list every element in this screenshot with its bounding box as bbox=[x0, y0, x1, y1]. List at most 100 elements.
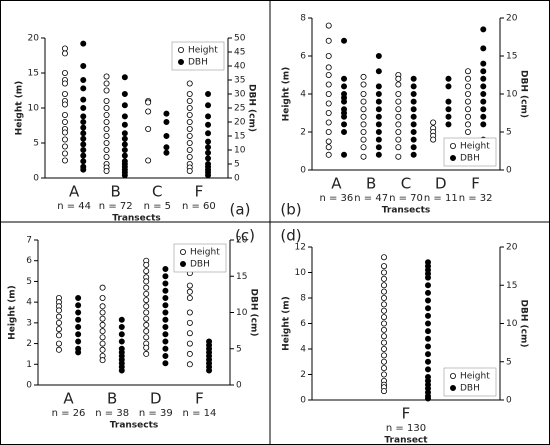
point bbox=[325, 138, 332, 145]
point bbox=[395, 136, 402, 143]
y-axis-title: Height (m) bbox=[282, 67, 292, 122]
point bbox=[464, 128, 471, 135]
point bbox=[143, 328, 150, 335]
category-label: A bbox=[63, 390, 74, 408]
category-label: A bbox=[331, 175, 342, 193]
point bbox=[325, 37, 332, 44]
y-tick-label: 5 bbox=[33, 139, 39, 149]
point bbox=[375, 113, 382, 120]
point bbox=[103, 73, 110, 80]
point bbox=[99, 315, 106, 322]
category-label: C bbox=[401, 175, 411, 193]
point bbox=[61, 119, 68, 126]
point bbox=[464, 113, 471, 120]
point bbox=[103, 139, 110, 146]
point bbox=[480, 113, 487, 120]
y2-tick-label: 5 bbox=[506, 128, 512, 138]
point bbox=[424, 305, 431, 312]
point bbox=[325, 22, 332, 29]
category-label: F bbox=[471, 175, 480, 193]
legend-symbol bbox=[449, 142, 456, 149]
point bbox=[375, 106, 382, 113]
point bbox=[360, 81, 367, 88]
y2-tick-label: 5 bbox=[234, 160, 240, 170]
point bbox=[163, 132, 170, 139]
point bbox=[380, 254, 387, 261]
point bbox=[99, 334, 106, 341]
x-axis-title: Transects bbox=[382, 206, 431, 216]
point bbox=[145, 157, 152, 164]
point bbox=[80, 146, 87, 153]
point bbox=[445, 121, 452, 128]
y2-tick-label: 0 bbox=[234, 174, 240, 184]
y-tick-label: 2 bbox=[26, 339, 32, 349]
point bbox=[424, 282, 431, 289]
category-label: A bbox=[69, 183, 80, 201]
y-tick-label: 0 bbox=[300, 166, 306, 176]
sample-label: n = 72 bbox=[99, 201, 133, 212]
point bbox=[205, 102, 212, 109]
point bbox=[430, 136, 437, 143]
point bbox=[186, 112, 193, 119]
sample-label: n = 60 bbox=[182, 201, 216, 212]
point bbox=[325, 72, 332, 79]
point bbox=[424, 328, 431, 335]
point bbox=[121, 141, 128, 148]
y2-tick-label: 20 bbox=[234, 118, 246, 128]
point bbox=[380, 301, 387, 308]
point bbox=[163, 149, 170, 156]
point bbox=[80, 141, 87, 148]
y2-tick-label: 20 bbox=[236, 236, 248, 246]
point bbox=[143, 334, 150, 341]
point bbox=[162, 345, 169, 352]
point bbox=[380, 365, 387, 372]
y-tick-label: 7 bbox=[26, 236, 32, 246]
category-label: C bbox=[152, 183, 162, 201]
point bbox=[103, 119, 110, 126]
point bbox=[75, 331, 82, 338]
point bbox=[103, 167, 110, 174]
point bbox=[121, 152, 128, 159]
point bbox=[464, 91, 471, 98]
point bbox=[380, 388, 387, 395]
point bbox=[145, 126, 152, 133]
point bbox=[410, 144, 417, 151]
point bbox=[75, 302, 82, 309]
point bbox=[375, 121, 382, 128]
point bbox=[61, 50, 68, 57]
y2-tick-label: 20 bbox=[506, 14, 518, 24]
point bbox=[80, 124, 87, 131]
point bbox=[205, 121, 212, 128]
point bbox=[360, 144, 367, 151]
point bbox=[410, 113, 417, 120]
point bbox=[61, 91, 68, 98]
point bbox=[375, 151, 382, 158]
point bbox=[205, 155, 212, 162]
point bbox=[480, 68, 487, 75]
point bbox=[424, 351, 431, 358]
point bbox=[186, 105, 193, 112]
point bbox=[375, 68, 382, 75]
point bbox=[410, 91, 417, 98]
point bbox=[143, 350, 150, 357]
point bbox=[99, 321, 106, 328]
point bbox=[75, 309, 82, 316]
y2-tick-label: 50 bbox=[234, 34, 246, 44]
point bbox=[118, 367, 125, 374]
point bbox=[99, 357, 106, 364]
point bbox=[445, 98, 452, 105]
legend-label: DBH bbox=[460, 384, 480, 394]
point bbox=[143, 284, 150, 291]
point bbox=[162, 273, 169, 280]
point bbox=[118, 338, 125, 345]
point bbox=[395, 144, 402, 151]
panel-label: (c) bbox=[235, 227, 255, 245]
point bbox=[186, 139, 193, 146]
point bbox=[380, 326, 387, 333]
sample-label: n = 38 bbox=[95, 408, 129, 419]
y-tick-label: 1 bbox=[26, 360, 32, 370]
point bbox=[380, 263, 387, 270]
point bbox=[205, 149, 212, 156]
point bbox=[395, 75, 402, 82]
category-label: F bbox=[195, 183, 204, 201]
